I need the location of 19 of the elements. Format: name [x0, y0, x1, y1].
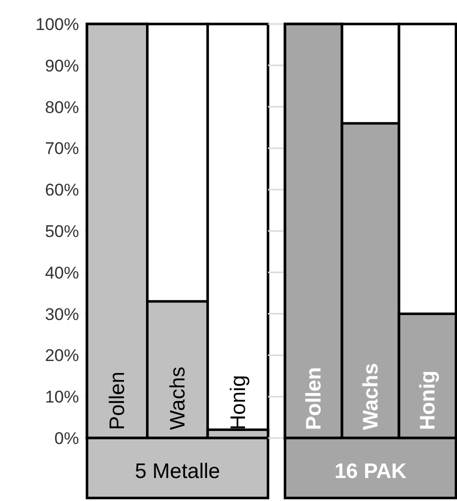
x-axis-title: 16 PAK	[334, 460, 406, 483]
x-axis-title: 5 Metalle	[134, 460, 220, 483]
y-tick-label: 70%	[44, 139, 79, 158]
y-tick-label: 0%	[54, 428, 79, 448]
x-tick-label: Honig	[416, 370, 440, 430]
x-tick-label: Wachs	[360, 363, 382, 430]
y-tick-label: 20%	[44, 346, 79, 366]
y-tick-label: 80%	[44, 98, 79, 117]
x-tick-label: Pollen	[302, 366, 326, 430]
y-tick-label: 90%	[44, 56, 79, 76]
y-tick-label: 60%	[44, 180, 79, 200]
x-tick-label: Wachs	[166, 366, 190, 430]
y-tick-label: 30%	[44, 304, 79, 324]
y-tick-label: 100%	[36, 14, 79, 34]
x-tick-label: Pollen	[106, 372, 130, 430]
x-tick-label: Honig	[226, 375, 250, 430]
y-tick-label: 10%	[44, 388, 79, 407]
y-tick-label: 40%	[44, 263, 79, 282]
y-tick-label: 50%	[44, 222, 79, 241]
